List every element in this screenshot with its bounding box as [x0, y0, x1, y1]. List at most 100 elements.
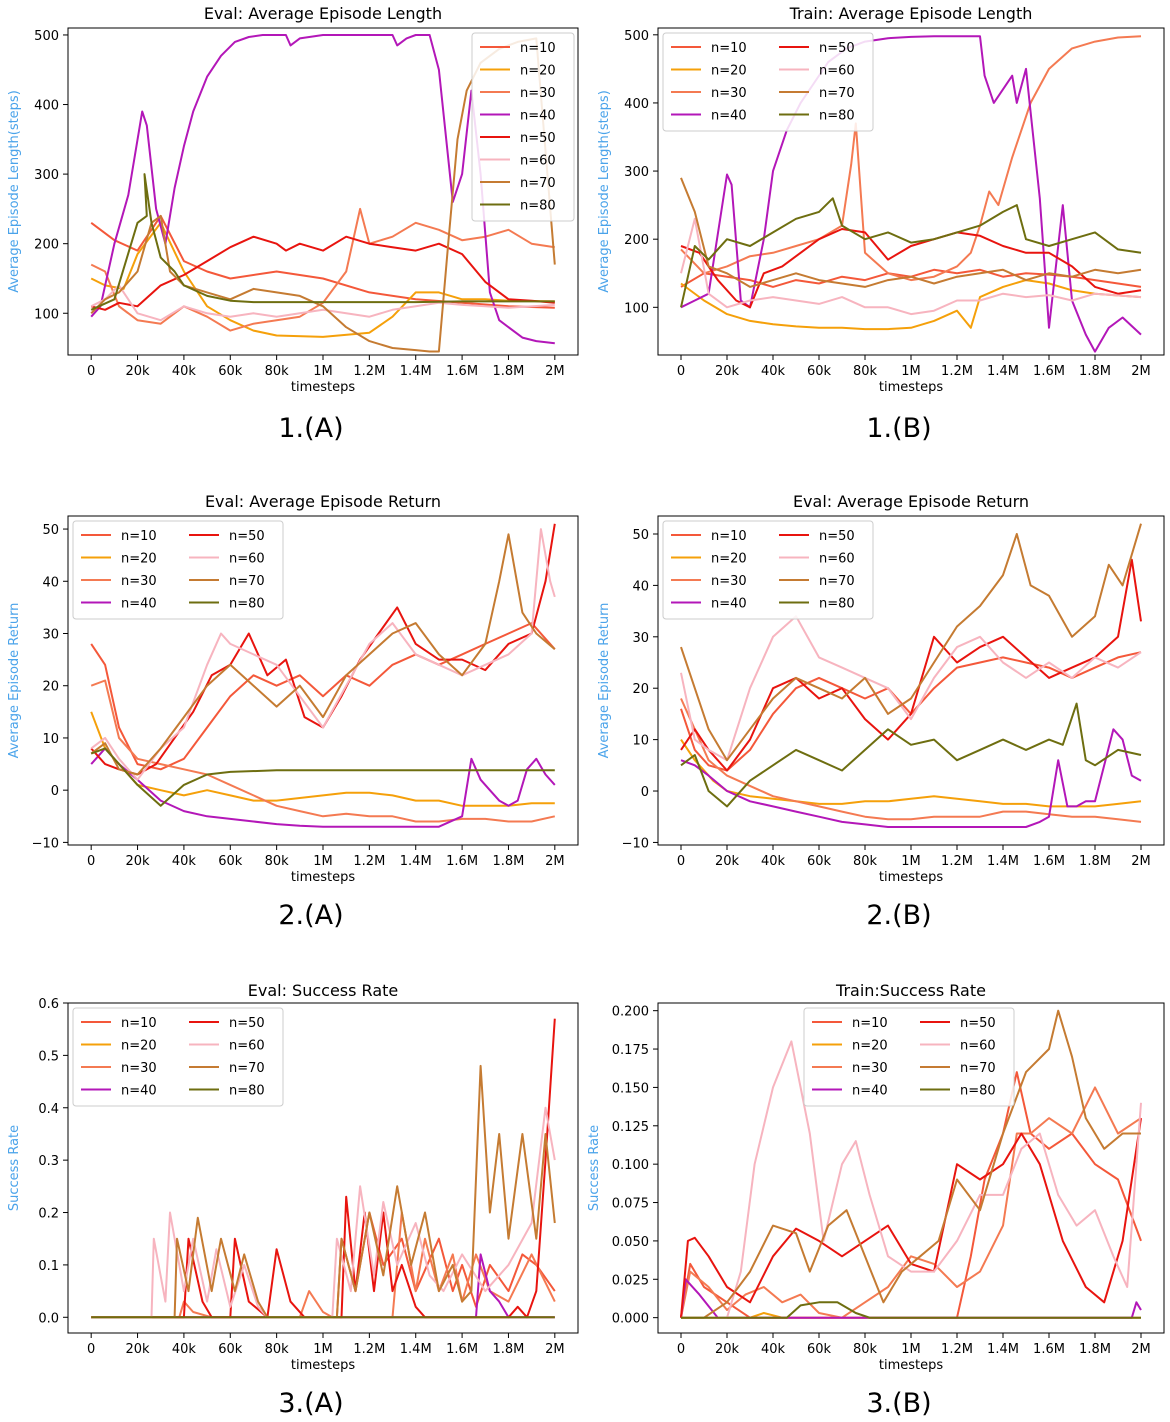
panel-caption: 2.(A) — [278, 900, 343, 931]
y-tick-label: 0.200 — [612, 1005, 649, 1020]
x-tick-label: 80k — [265, 1342, 290, 1357]
series-line-n50 — [680, 558, 1142, 772]
y-tick-label: 0.100 — [612, 1158, 649, 1173]
legend-label: n=20 — [711, 64, 747, 79]
legend-label: n=10 — [121, 1016, 157, 1031]
x-tick-label: 1.4M — [987, 854, 1019, 869]
chart-title: Train: Average Episode Length — [789, 4, 1033, 23]
legend-label: n=60 — [819, 552, 855, 567]
legend-box — [72, 1007, 284, 1107]
y-tick-label: 0.075 — [612, 1197, 649, 1212]
x-tick-label: 1.6M — [1033, 364, 1065, 379]
x-tick-label: 1.8M — [493, 364, 525, 379]
chart-title: Train:Success Rate — [835, 981, 986, 1000]
x-tick-label: 40k — [761, 1342, 786, 1357]
x-tick-label: 1.6M — [446, 1342, 478, 1357]
y-tick-label: 10 — [632, 734, 649, 749]
legend-label: n=50 — [229, 529, 265, 544]
plot-frame — [657, 1002, 1165, 1334]
y-tick-label: 0.150 — [612, 1081, 649, 1096]
legend-label: n=60 — [229, 1039, 265, 1054]
series-line-n40 — [90, 747, 556, 828]
series-line-n60 — [91, 1106, 556, 1319]
plot-frame — [67, 515, 579, 846]
x-tick-label: 1.8M — [1079, 854, 1111, 869]
series-line-n40 — [680, 1278, 1142, 1319]
x-tick-label: 60k — [807, 1342, 832, 1357]
x-tick-label: 1.2M — [353, 1342, 385, 1357]
chart-panel-3B: Train:Success Rate 0 20k 40k 60k 80k 1M 1.2M 1.4… — [587, 981, 1165, 1419]
legend-box — [662, 520, 874, 620]
legend: n=10 n=20 n=30 n=40 n=50 n=60 n=70 n=80 — [662, 520, 874, 620]
x-tick-label: 1M — [313, 364, 333, 379]
x-tick-label: 80k — [853, 364, 878, 379]
x-tick-label: 1M — [313, 854, 333, 869]
legend-label: n=40 — [121, 597, 157, 612]
series-line-n50 — [90, 523, 556, 776]
x-tick-label: 0 — [87, 364, 95, 379]
legend-label: n=40 — [520, 109, 556, 124]
series-group — [90, 523, 556, 828]
legend-label: n=40 — [711, 109, 747, 124]
legend-label: n=20 — [520, 64, 556, 79]
y-tick-label: 40 — [632, 579, 649, 594]
x-tick-label: 40k — [172, 854, 197, 869]
series-line-n40 — [91, 1253, 555, 1319]
x-tick-label: 2M — [1131, 364, 1151, 379]
legend-label: n=80 — [960, 1084, 996, 1099]
series-line-n20 — [90, 221, 555, 338]
x-tick-label: 2M — [545, 364, 565, 379]
x-tick-label: 60k — [807, 364, 832, 379]
series-line-n60 — [680, 615, 1142, 762]
chart-panel-2A: Eval: Average Episode Return 0 20k 40k 60k 80… — [7, 492, 579, 931]
series-line-n60 — [90, 284, 555, 322]
legend-label: n=40 — [121, 1084, 157, 1099]
legend-label: n=80 — [229, 1084, 265, 1099]
x-tick-label: 1.8M — [493, 1342, 525, 1357]
x-tick-label: 20k — [126, 854, 151, 869]
legend-label: n=60 — [960, 1039, 996, 1054]
x-tick-label: 1M — [901, 854, 921, 869]
legend-label: n=70 — [960, 1061, 996, 1076]
y-tick-label: 50 — [632, 528, 649, 543]
y-tick-label: 200 — [34, 238, 59, 253]
legend-label: n=70 — [229, 1061, 265, 1076]
x-axis-label: timesteps — [879, 1358, 943, 1373]
y-tick-label: 0.2 — [38, 1207, 59, 1222]
series-line-n50 — [680, 1117, 1142, 1318]
series-line-n80 — [680, 197, 1142, 308]
y-tick-label: 0.6 — [38, 997, 59, 1012]
y-tick-label: 0.0 — [38, 1311, 59, 1326]
x-tick-label: 0 — [87, 1342, 95, 1357]
series-line-n80 — [681, 1301, 1141, 1319]
legend-label: n=80 — [520, 199, 556, 214]
chart-panel-2B: Eval: Average Episode Return 0 20k 40k 60k 80… — [597, 492, 1165, 931]
chart-panel-1A: Eval: Average Episode Length 0 20k 40k 60k 80… — [7, 4, 579, 444]
panel-caption: 3.(A) — [278, 1388, 343, 1419]
legend-label: n=60 — [229, 552, 265, 567]
legend-label: n=50 — [229, 1016, 265, 1031]
y-tick-label: 0.025 — [612, 1273, 649, 1288]
plot-frame — [657, 27, 1165, 356]
x-tick-label: 40k — [172, 1342, 197, 1357]
y-tick-label: 0.125 — [612, 1120, 649, 1135]
plot-frame — [657, 515, 1165, 846]
x-tick-label: 1.4M — [400, 854, 432, 869]
legend-label: n=40 — [711, 597, 747, 612]
x-tick-label: 40k — [172, 364, 197, 379]
y-tick-label: 200 — [624, 233, 649, 248]
series-line-n50 — [680, 228, 1142, 309]
y-tick-label: 400 — [34, 99, 59, 114]
x-tick-label: 2M — [545, 1342, 565, 1357]
y-tick-label: 400 — [624, 97, 649, 112]
series-line-n30 — [91, 1211, 556, 1319]
y-tick-label: 500 — [34, 29, 59, 44]
y-axis-label: Average Episode Return — [7, 603, 22, 759]
series-line-n80 — [90, 747, 555, 807]
x-tick-label: 1M — [901, 1342, 921, 1357]
series-line-n70 — [90, 533, 556, 776]
x-tick-label: 1.8M — [1079, 1342, 1111, 1357]
legend-box — [72, 520, 284, 620]
legend-label: n=30 — [121, 1061, 157, 1076]
legend-box — [803, 1007, 1015, 1107]
